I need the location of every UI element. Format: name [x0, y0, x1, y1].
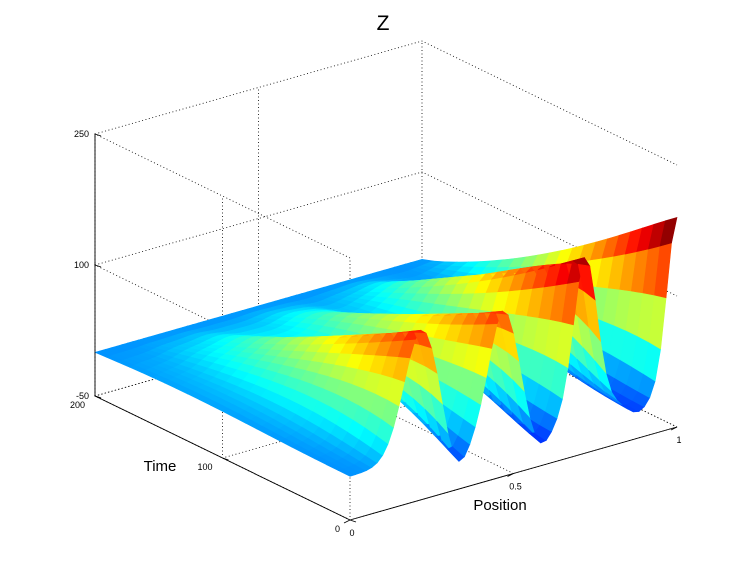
y-tick-label: 200 [70, 400, 85, 410]
x-tick-label: 1 [676, 435, 681, 445]
y-axis-label: Time [144, 458, 177, 475]
x-tick-mark [343, 519, 351, 524]
y-tick-mark [222, 457, 229, 461]
grid-line-z [93, 40, 678, 259]
z-tick-label: 250 [74, 129, 89, 139]
x-tick-mark [507, 473, 514, 477]
z-tick-label: 100 [74, 260, 89, 270]
x-axis-label: Position [473, 497, 526, 514]
x-tick-mark [670, 426, 678, 431]
z-tick-mark [94, 133, 102, 137]
z-tick-mark [94, 264, 102, 268]
y-tick-label: 0 [335, 524, 340, 534]
y-tick-label: 100 [197, 462, 212, 472]
y-tick-mark [349, 519, 357, 523]
surface-layer [94, 217, 678, 477]
tick-layer: 0 0.5 1 0 100 200-50 100 250 [70, 129, 682, 538]
x-tick-label: 0 [349, 528, 354, 538]
x-tick-label: 0.5 [509, 482, 522, 492]
z-tick-mark [94, 395, 102, 399]
surface-patch [659, 217, 678, 247]
chart-title: Z [377, 12, 390, 35]
z-tick-label: -50 [76, 391, 89, 401]
